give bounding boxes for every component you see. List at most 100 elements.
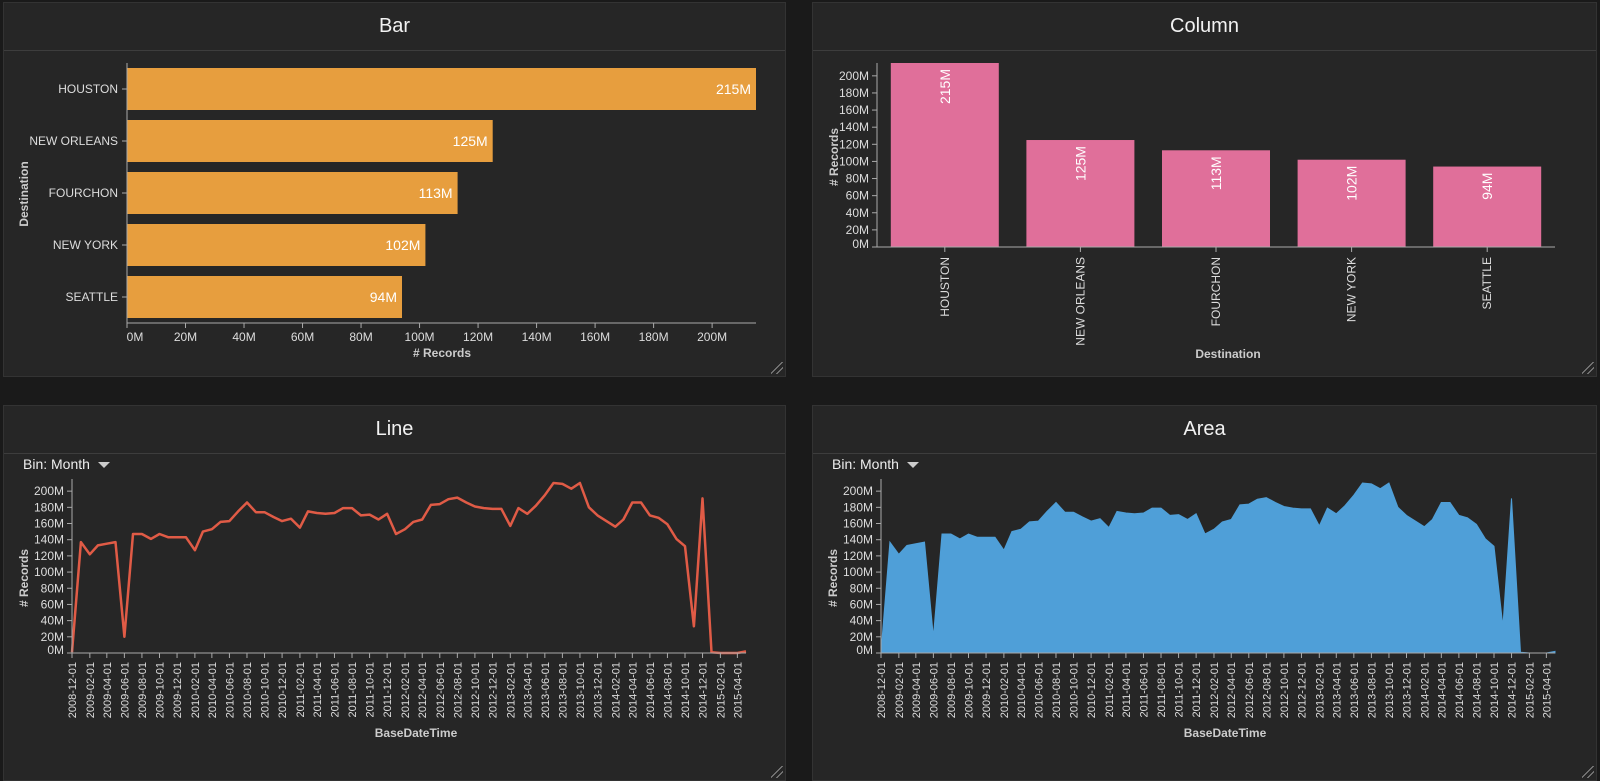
x-tick-label: 2010-02-01 [999, 662, 1011, 718]
x-tick-label: 2010-08-01 [1051, 662, 1063, 718]
x-tick-label: 160M [580, 330, 610, 344]
x-tick-label: 200M [697, 330, 727, 344]
x-tick-label: 2010-12-01 [277, 662, 289, 718]
panel-title: Line [4, 406, 785, 454]
x-tick-label: 2009-02-01 [85, 662, 97, 718]
x-tick-label: 2012-12-01 [487, 662, 499, 718]
y-tick-label: 60M [846, 189, 869, 203]
y-tick-label: 180M [839, 86, 869, 100]
x-tick-label: 2011-12-01 [1191, 662, 1203, 717]
chevron-down-icon [906, 462, 919, 469]
column-bar [1026, 140, 1135, 247]
x-tick-label: 2011-04-01 [312, 662, 324, 717]
x-tick-label: 2010-10-01 [260, 662, 272, 718]
x-tick-label: 2012-06-01 [435, 662, 447, 718]
y-tick-label: 200M [34, 484, 64, 498]
data-label: 102M [385, 237, 420, 253]
x-tick-label: 2012-02-01 [400, 662, 412, 718]
x-tick-label: 2014-10-01 [1489, 662, 1501, 718]
y-tick-label: 100M [34, 565, 64, 579]
panel-title: Bar [4, 3, 785, 51]
x-tick-label: 2014-04-01 [1436, 662, 1448, 718]
data-label: 113M [1208, 156, 1224, 190]
bin-dropdown[interactable]: Bin: Month [23, 456, 110, 472]
x-tick-label: 2013-10-01 [575, 662, 587, 718]
y-axis-label: # Records [17, 549, 31, 607]
panel-title: Column [813, 3, 1596, 51]
series-line [70, 481, 747, 655]
x-tick-label: 60M [291, 330, 314, 344]
area-chart-panel: Area 0M 20M 40M 60M 80M 100M 120M 140M 160M 180M 2… [812, 405, 1597, 781]
line-chart-panel: Line 0M 20M 40M 60M 80M 100M 120M 140M 160M 180M 2… [3, 405, 786, 781]
x-tick-label: 2012-02-01 [1209, 662, 1221, 718]
x-tick-label: 2010-10-01 [1069, 662, 1081, 718]
x-tick-label: 180M [639, 330, 669, 344]
x-tick-label: 2012-04-01 [417, 662, 429, 718]
data-label: 94M [1479, 173, 1495, 200]
resize-handle-icon[interactable] [771, 362, 783, 374]
resize-handle-icon[interactable] [1582, 362, 1594, 374]
x-tick-label: 2013-06-01 [540, 662, 552, 718]
x-tick-label: 2009-08-01 [137, 662, 149, 718]
x-tick-label: 2009-04-01 [911, 662, 923, 718]
bin-label: Bin: Month [832, 456, 899, 472]
y-tick-label: 160M [843, 517, 873, 531]
y-tick-label: 140M [843, 533, 873, 547]
y-tick-label: 0M [856, 643, 873, 657]
data-label: 113M [419, 185, 453, 201]
y-tick-label: NEW ORLEANS [29, 134, 118, 148]
y-tick-label: 20M [41, 630, 64, 644]
bar [127, 120, 493, 162]
column-chart-panel: Column 215M HOUSTON 125M NEW ORLEANS 113M FOU… [812, 2, 1597, 377]
x-tick-label: 2013-02-01 [505, 662, 517, 718]
x-tick-label: NEW YORK [1345, 257, 1359, 322]
x-tick-label: 2010-04-01 [207, 662, 219, 718]
bar-chart-panel: Bar 215M HOUSTON 125M NEW ORLEANS 113M FOURCH… [3, 2, 786, 377]
x-tick-label: 2012-12-01 [1296, 662, 1308, 718]
x-tick-label: 20M [174, 330, 197, 344]
x-tick-label: 2010-02-01 [190, 662, 202, 718]
bar [127, 224, 426, 266]
x-tick-label: 2011-10-01 [365, 662, 377, 717]
y-tick-label: 40M [850, 614, 873, 628]
y-axis-label: # Records [827, 128, 841, 186]
column-bar [1162, 150, 1270, 247]
y-tick-label: 200M [843, 484, 873, 498]
x-tick-label: 2011-10-01 [1174, 662, 1186, 717]
x-tick-label: 2011-08-01 [1156, 662, 1168, 717]
chevron-down-icon [97, 462, 110, 469]
x-tick-label: 2013-08-01 [557, 662, 569, 718]
y-tick-label: 100M [843, 565, 873, 579]
x-tick-label: 2011-06-01 [329, 662, 341, 717]
resize-handle-icon[interactable] [1582, 766, 1594, 778]
x-tick-label: 2010-04-01 [1016, 662, 1028, 718]
column-bar [890, 63, 999, 247]
x-tick-label: 2012-08-01 [1261, 662, 1273, 718]
x-tick-label: FOURCHON [1209, 257, 1223, 326]
resize-handle-icon[interactable] [771, 766, 783, 778]
y-tick-label: HOUSTON [58, 82, 118, 96]
x-tick-label: 2009-12-01 [172, 662, 184, 718]
x-tick-label: 2011-02-01 [1104, 662, 1116, 717]
bar [127, 276, 403, 318]
x-tick-label: 0M [127, 330, 144, 344]
x-axis-label: Destination [1195, 347, 1260, 361]
bin-dropdown[interactable]: Bin: Month [832, 456, 919, 472]
column-bar [1433, 166, 1542, 247]
y-tick-label: NEW YORK [53, 238, 118, 252]
x-tick-label: 2011-04-01 [1121, 662, 1133, 717]
x-tick-label: 2014-02-01 [1419, 662, 1431, 718]
x-tick-label: 2009-06-01 [928, 662, 940, 718]
x-tick-label: 2013-04-01 [1331, 662, 1343, 718]
x-tick-label: 2014-12-01 [698, 662, 710, 718]
x-tick-label: 100M [405, 330, 435, 344]
x-tick-label: 2015-02-01 [715, 662, 727, 718]
y-tick-label: SEATTLE [66, 290, 118, 304]
x-axis-label: # Records [413, 346, 471, 360]
x-tick-label: 2015-04-01 [732, 662, 744, 718]
column-chart: 215M HOUSTON 125M NEW ORLEANS 113M FOURCHON 10… [827, 63, 1555, 361]
y-tick-label: 160M [839, 103, 869, 117]
x-tick-label: 40M [232, 330, 255, 344]
